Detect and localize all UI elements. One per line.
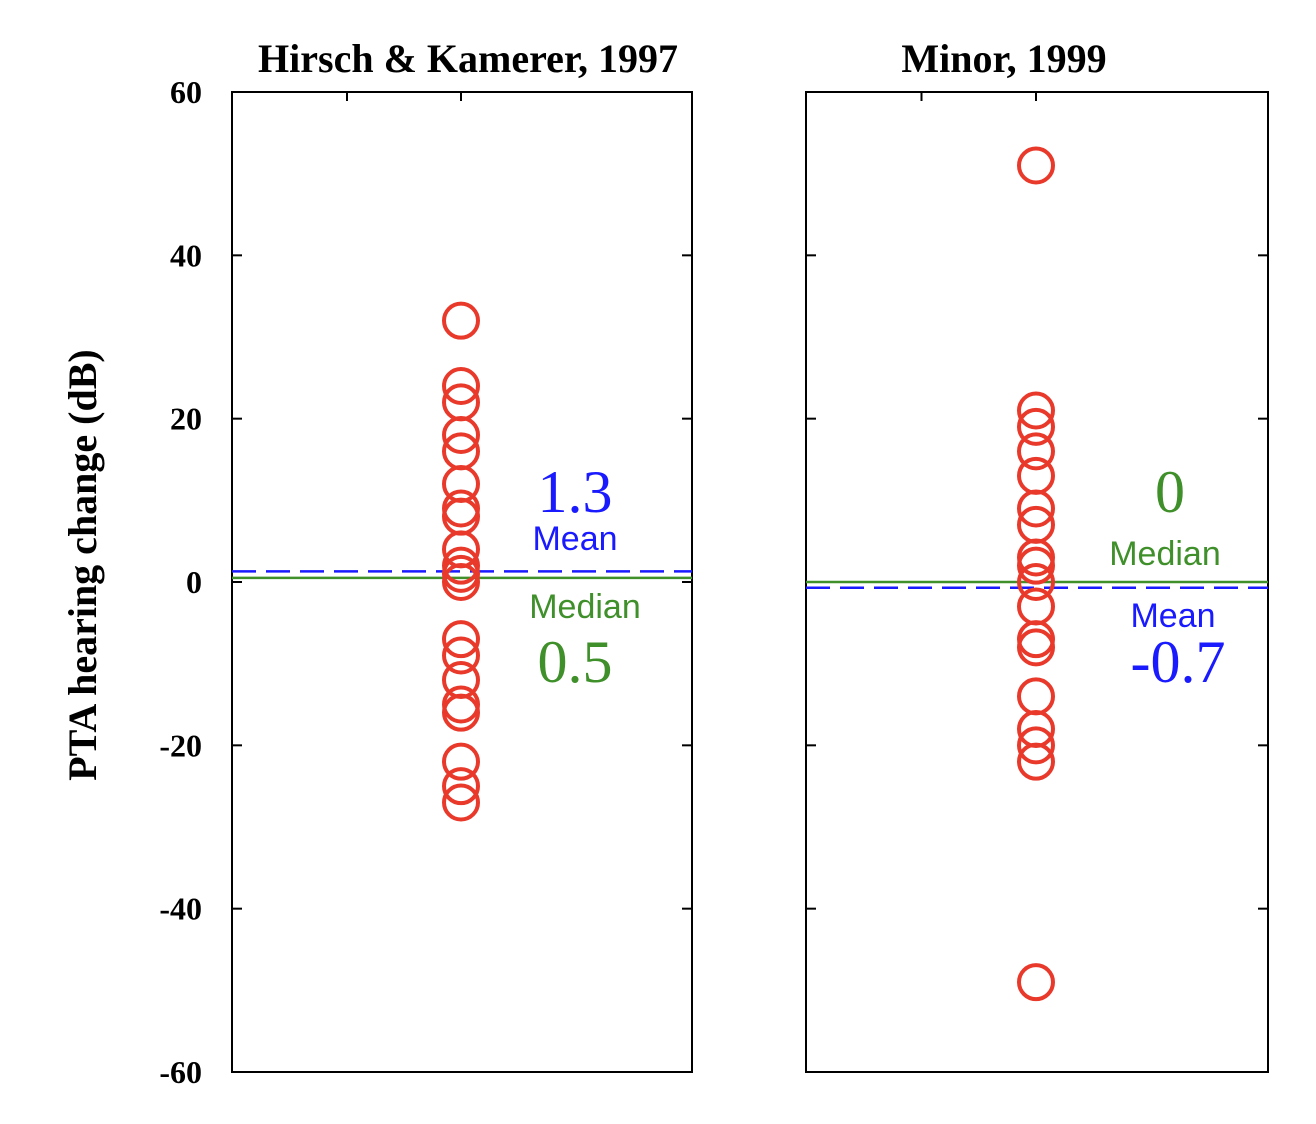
data-point	[442, 685, 480, 724]
data-point	[442, 620, 480, 659]
data-point	[442, 767, 480, 806]
data-point	[1017, 726, 1055, 765]
data-point	[442, 497, 480, 536]
y-tick-label: -60	[159, 1054, 202, 1090]
y-tick-label: 20	[170, 401, 202, 437]
mean-value: 1.3	[538, 459, 613, 525]
data-point	[1017, 391, 1055, 430]
y-tick-label: -40	[159, 891, 202, 927]
mean-value: -0.7	[1131, 629, 1226, 695]
mean-label: Mean	[532, 520, 617, 558]
panel-title: Hirsch & Kamerer, 1997	[258, 36, 678, 81]
data-point	[1017, 620, 1055, 659]
data-point	[442, 554, 480, 593]
data-point	[1017, 546, 1055, 585]
mean-label: Mean	[1130, 597, 1215, 635]
data-point	[1017, 489, 1055, 528]
median-value: 0	[1155, 459, 1185, 525]
median-label: Median	[529, 588, 641, 626]
data-point	[1017, 587, 1055, 626]
median-value: 0.5	[538, 629, 613, 695]
y-tick-label: 60	[170, 74, 202, 110]
data-point	[1017, 432, 1055, 471]
y-tick-label: -20	[159, 727, 202, 763]
data-point	[1017, 742, 1055, 781]
data-point	[442, 367, 480, 405]
data-point	[442, 301, 480, 340]
data-point	[442, 416, 480, 454]
data-point	[1017, 628, 1055, 667]
data-point	[442, 742, 480, 781]
data-point	[1017, 146, 1055, 185]
data-point	[442, 636, 480, 675]
data-point	[1017, 407, 1055, 446]
y-axis-label: PTA hearing change (dB)	[60, 349, 105, 781]
data-point	[442, 489, 480, 528]
data-point	[1017, 563, 1055, 601]
y-tick-label: 0	[186, 564, 202, 600]
panel-title: Minor, 1999	[901, 36, 1106, 81]
data-point	[442, 783, 480, 822]
data-point	[1017, 963, 1055, 1002]
data-point	[1017, 456, 1055, 495]
median-label: Median	[1109, 535, 1221, 573]
y-tick-label: 40	[170, 237, 202, 273]
data-point	[442, 693, 480, 732]
data-point	[442, 563, 480, 601]
data-point	[1017, 677, 1055, 716]
